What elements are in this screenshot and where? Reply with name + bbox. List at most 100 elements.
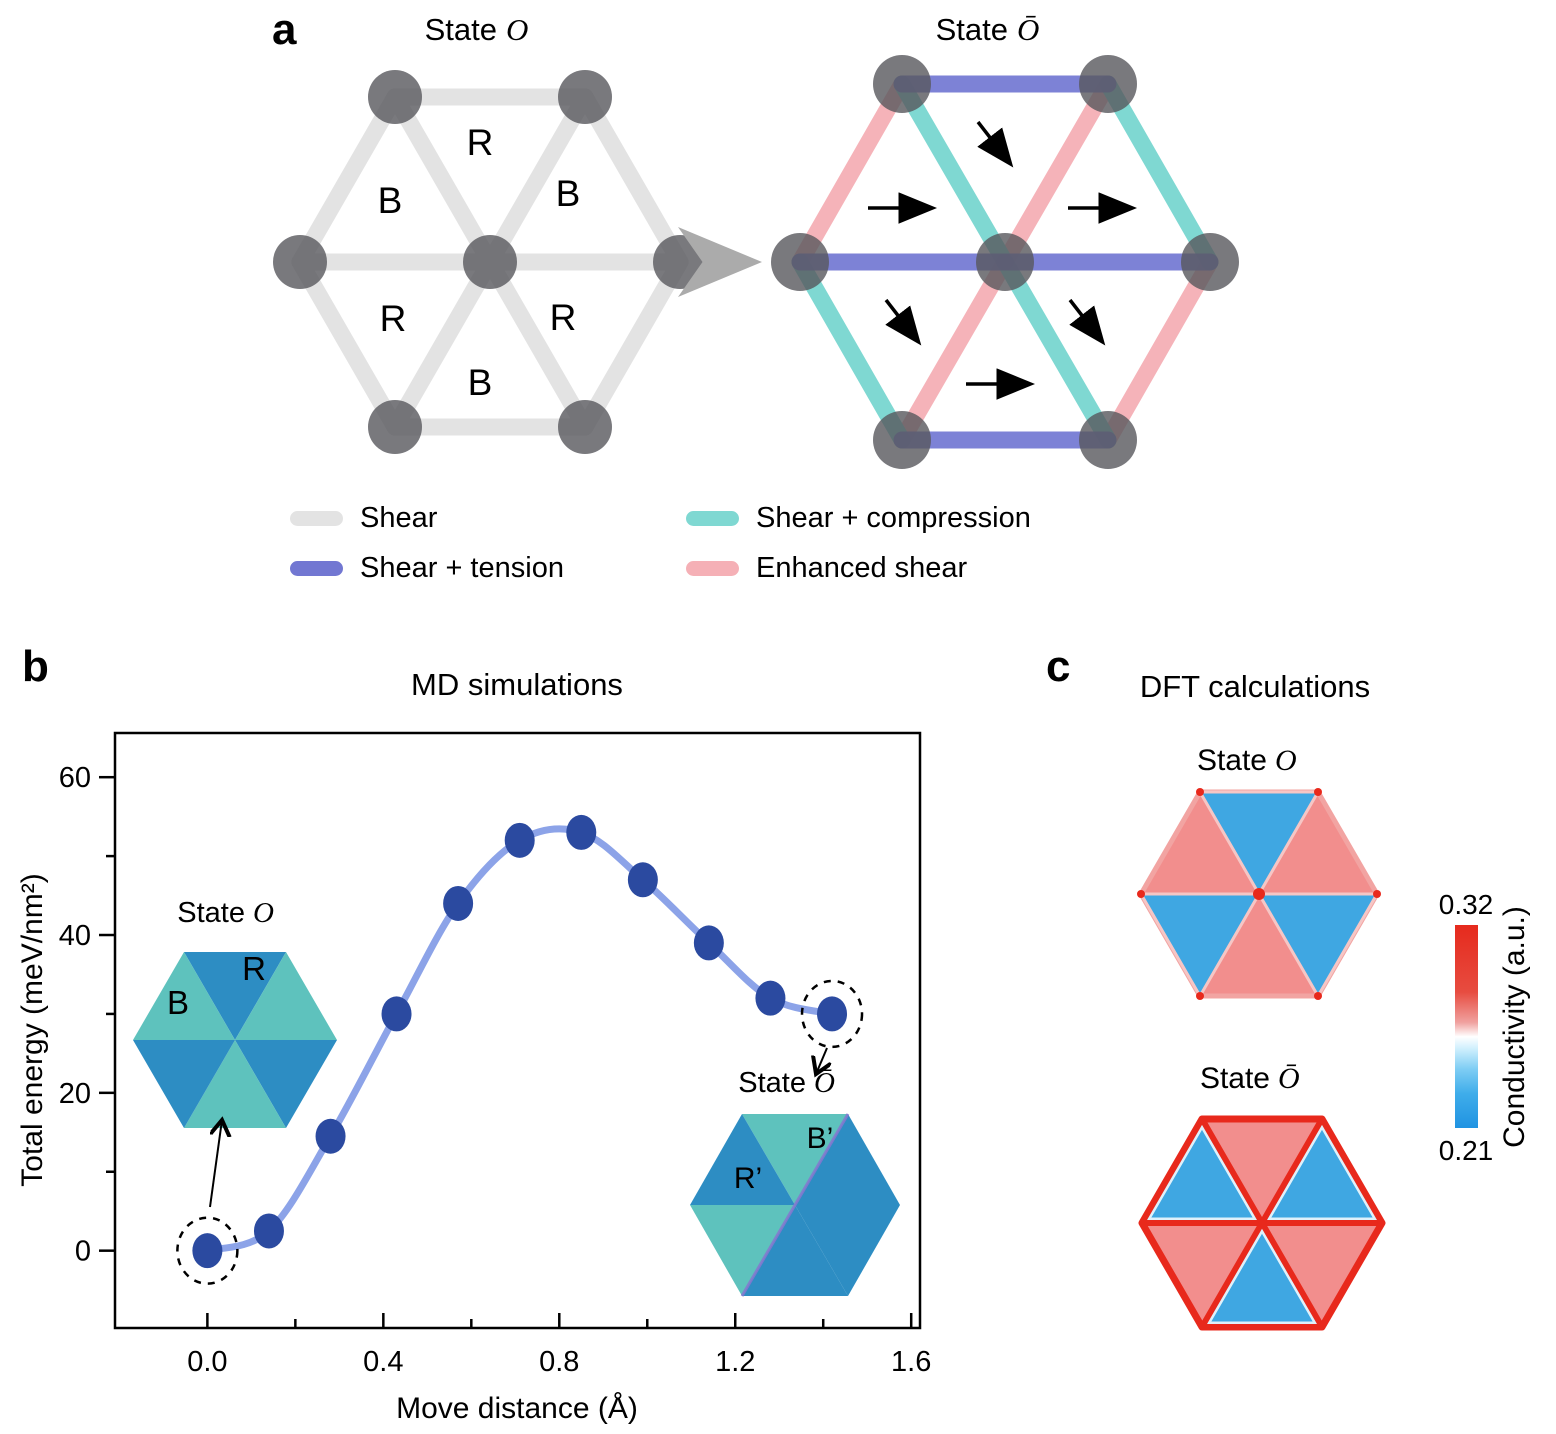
dft-title: DFT calculations [1140,669,1370,704]
arrow-to-state-obar-inset [816,1047,827,1074]
x-tick-label: 1.2 [715,1346,755,1378]
inset-o-triangle-lr [235,1040,337,1128]
x-tick-label: 1.6 [891,1346,931,1378]
colorbar-label: Conductivity (a.u.) [1498,906,1531,1148]
dft-obar-triangle-ur [1267,1124,1377,1221]
legend-swatch-compression [686,511,739,526]
dft-o-triangle-ll [1138,892,1262,999]
dft-obar-outline [1138,1115,1386,1331]
region-label-lower-right: R [550,297,577,338]
inset-o-triangle-bottom [184,1040,286,1128]
inset-obar-triangle-lr [795,1205,900,1296]
dft-obar-triangle-ul [1147,1124,1257,1221]
region-label-lower-left: R [380,298,407,339]
inset-o-title-prefix: State [177,897,245,929]
shift-direction-arrows [868,120,1137,400]
region-label-bottom: B [468,362,493,403]
state-o-title-symbol: O [506,12,528,47]
shear-bonds [291,88,689,436]
inset-o-label-b: B [167,984,189,1021]
panel-a-letter: a [272,5,297,54]
y-tick-label: 0 [75,1236,91,1268]
inset-state-obar: State Ō B’ R’ [690,1067,900,1297]
inset-o-triangle-ll [133,1040,235,1128]
inset-obar-triangle-bottom [742,1205,848,1296]
data-point [566,814,597,850]
inset-obar-triangle-ll [690,1205,795,1296]
energy-curve [176,814,864,1285]
x-axis-label: Move distance (Å) [396,1392,638,1425]
circled-state-marker [800,979,864,1049]
inset-o-title-symbol: O [253,897,274,929]
colorbar-max: 0.32 [1439,889,1494,920]
state-obar-title-symbol: Ō [1017,12,1039,47]
data-point [755,980,786,1016]
dft-o-triangle-lr [1256,892,1380,999]
region-label-upper-right: B [556,173,581,214]
inset-obar-triangle-ur [795,1114,900,1205]
y-tick-label: 20 [59,1078,91,1110]
colorbar-gradient [1455,925,1478,1128]
data-point [817,996,848,1032]
inset-obar-title-prefix: State [738,1067,806,1099]
shear-tension-bonds [791,75,1219,449]
data-point [443,885,474,921]
enhanced-shear-bonds [791,75,1219,449]
md-title: MD simulations [411,667,623,702]
lattice-nodes [273,70,707,454]
axes: 0.0 0.4 0.8 1.2 1.6 0 20 40 60 [59,762,932,1378]
state-obar-title-prefix: State [936,12,1008,47]
panel-a: State O State Ō [273,12,1239,584]
dft-state-obar: State Ō [1138,1062,1386,1331]
dft-o-title-symbol: O [1275,744,1297,777]
inset-o-triangle-top [184,952,286,1040]
legend-swatch-enhanced [686,561,739,576]
legend-swatch-tension [290,561,343,576]
legend-label-shear: Shear [360,502,438,534]
shear-compression-bonds [791,75,1219,449]
region-label-top: R [467,122,494,163]
energy-path [203,825,836,1255]
legend-label-tension: Shear + tension [360,552,564,584]
bond-legend: Shear Shear + tension Shear + compressio… [290,502,1031,584]
circled-state-marker [176,1216,239,1285]
y-tick-label: 40 [59,920,91,952]
data-point [253,1213,284,1249]
x-tick-label: 0.8 [539,1346,579,1378]
panel-c: DFT calculations State O State Ō [1137,669,1531,1331]
panel-b: MD simulations 0.0 0.4 0.8 1.2 1.6 0 20 40 60 Mo… [16,667,932,1425]
panel-c-letter: c [1046,642,1071,691]
inset-o-triangle-ul [133,952,235,1040]
dft-obar-title-symbol: Ō [1278,1062,1300,1095]
dft-obar-domain-walls [1139,1116,1385,1330]
y-axis-label: Total energy (meV/nm²) [16,873,49,1186]
data-point [381,996,412,1032]
arrow-to-state-o-inset [209,1120,222,1208]
inset-o-triangle-ur [235,952,337,1040]
state-o-lattice: R B B R R B [273,70,707,454]
conductivity-colorbar: 0.32 0.21 Conductivity (a.u.) [1439,889,1531,1166]
legend-label-enhanced: Enhanced shear [756,552,968,584]
inset-state-o: State O R B [133,897,337,1128]
dft-obar-triangle-bottom [1207,1228,1317,1324]
dft-o-title-prefix: State [1197,744,1267,777]
state-o-title-prefix: State [425,12,497,47]
x-tick-label: 0.4 [363,1346,403,1378]
panel-b-letter: b [22,642,49,691]
inset-o-label-r: R [242,950,266,987]
dft-o-vertex-dots [1137,788,1381,1000]
inset-obar-label-b: B’ [807,1122,834,1155]
y-tick-label: 60 [59,762,91,794]
inset-obar-triangle-top [742,1114,848,1205]
dft-o-triangle-top [1197,790,1321,897]
data-point [192,1233,223,1269]
data-point [693,925,724,961]
data-point [504,822,535,858]
data-point [315,1118,346,1154]
inset-obar-label-r: R’ [734,1162,762,1195]
legend-label-compression: Shear + compression [756,502,1031,534]
plot-frame [113,731,922,1330]
colorbar-min: 0.21 [1439,1135,1494,1166]
x-tick-label: 0.0 [187,1346,227,1378]
